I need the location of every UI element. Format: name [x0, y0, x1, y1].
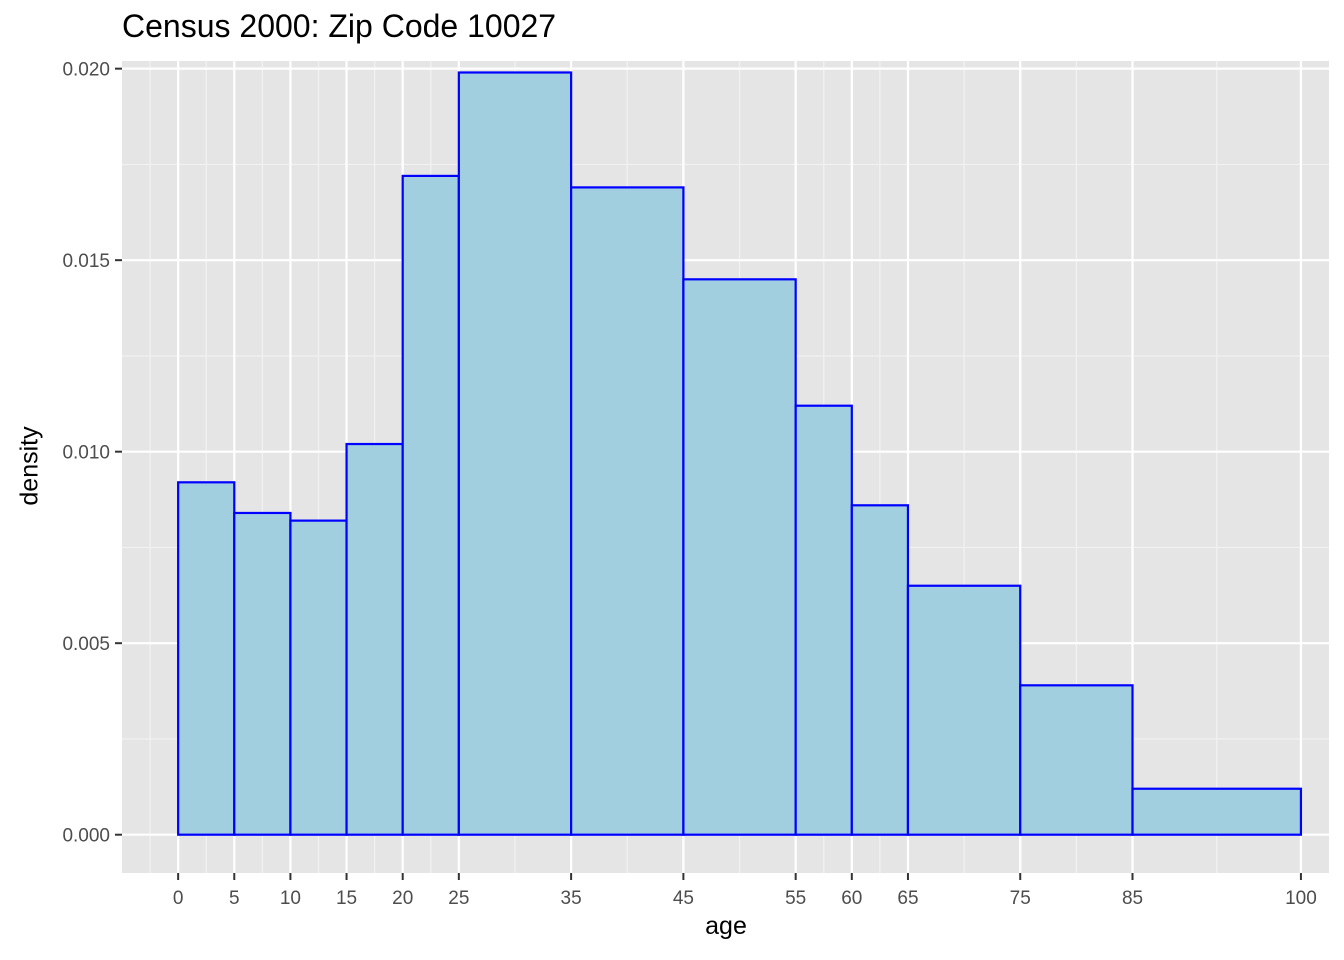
y-tick-label: 0.010 — [62, 443, 110, 464]
histogram-bar-0-5 — [177, 481, 236, 836]
y-tick-label: 0.005 — [62, 634, 110, 655]
histogram-bar-20-25 — [401, 174, 460, 836]
x-tick-label: 55 — [785, 888, 806, 909]
x-tick-label: 45 — [673, 888, 694, 909]
x-tick-label: 25 — [448, 888, 469, 909]
x-tick-label: 100 — [1285, 888, 1317, 909]
x-tick-label: 20 — [392, 888, 413, 909]
x-tick-label: 85 — [1122, 888, 1143, 909]
histogram-bar-25-35 — [457, 71, 573, 836]
histogram-bar-5-10 — [233, 511, 292, 836]
histogram-bar-35-45 — [570, 186, 685, 836]
chart-title: Census 2000: Zip Code 10027 — [122, 8, 557, 44]
x-tick-label: 15 — [336, 888, 357, 909]
histogram-bar-55-60 — [794, 404, 853, 836]
histogram-bar-45-55 — [682, 278, 797, 836]
y-axis-label: density — [15, 426, 44, 506]
histogram-bar-85-100 — [1131, 787, 1303, 836]
y-tick-label: 0.015 — [62, 251, 110, 272]
x-tick-label: 0 — [173, 888, 184, 909]
x-tick-label: 60 — [841, 888, 862, 909]
x-tick-label: 75 — [1010, 888, 1031, 909]
histogram-bar-60-65 — [850, 504, 910, 836]
histogram-bars — [177, 71, 1303, 836]
histogram-bar-75-85 — [1019, 684, 1134, 836]
x-axis: 0 5 10 15 20 25 35 45 55 60 65 75 85 100 — [173, 873, 1317, 909]
x-axis-label-text: age — [705, 912, 747, 940]
y-axis: 0.000 0.005 0.010 0.015 0.020 — [62, 60, 122, 847]
x-tick-label: 35 — [561, 888, 582, 909]
histogram-bar-15-20 — [345, 442, 404, 836]
x-tick-label: 65 — [897, 888, 918, 909]
x-axis-label: age — [0, 912, 1344, 941]
y-tick-label: 0.020 — [62, 60, 110, 81]
histogram-bar-10-15 — [289, 519, 348, 836]
x-tick-label: 5 — [229, 888, 240, 909]
y-tick-label: 0.000 — [62, 826, 110, 847]
x-tick-label: 10 — [280, 888, 301, 909]
histogram-bar-65-75 — [906, 584, 1022, 836]
